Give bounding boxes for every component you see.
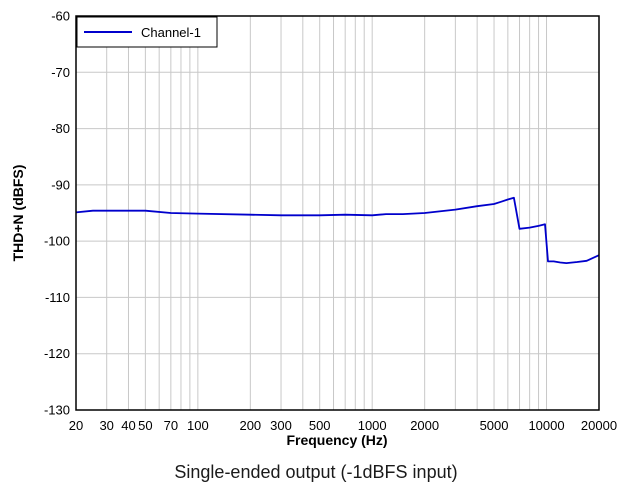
plot-frame xyxy=(75,15,600,411)
legend: Channel-1 xyxy=(76,16,218,48)
x-tick-label: 50 xyxy=(138,418,152,433)
x-tick-label: 200 xyxy=(239,418,261,433)
y-tick-labels: -60 -70 -80 -90 -100 -110 -120 -130 xyxy=(44,9,70,418)
x-tick-label: 1000 xyxy=(358,418,387,433)
plot-background xyxy=(76,16,599,410)
y-axis-title: THD+N (dBFS) xyxy=(10,165,26,262)
x-tick-label: 20 xyxy=(69,418,83,433)
series-line-channel-1 xyxy=(75,196,600,265)
y-tick-label: -100 xyxy=(44,234,70,249)
x-tick-label: 70 xyxy=(164,418,178,433)
y-tick-label: -70 xyxy=(51,65,70,80)
x-tick-label: 300 xyxy=(270,418,292,433)
x-tick-labels: 20 30 40 50 70 100 200 300 500 1000 2000 5000 10000 2… xyxy=(69,418,617,433)
x-tick-label: 20000 xyxy=(581,418,617,433)
x-tick-label: 30 xyxy=(99,418,113,433)
y-tick-label: -130 xyxy=(44,403,70,418)
x-tick-label: 500 xyxy=(309,418,331,433)
y-tick-label: -60 xyxy=(51,9,70,24)
x-tick-label: 100 xyxy=(187,418,209,433)
legend-label: Channel-1 xyxy=(141,25,201,40)
y-tick-label: -90 xyxy=(51,177,70,192)
x-axis-title: Frequency (Hz) xyxy=(286,432,387,448)
figure-caption: Single-ended output (-1dBFS input) xyxy=(174,462,458,482)
y-tick-label: -80 xyxy=(51,121,70,136)
y-tick-label: -120 xyxy=(44,346,70,361)
y-tick-label: -110 xyxy=(45,290,70,305)
chart: 20 30 40 50 70 100 200 300 500 1000 2000 5000 10000 2… xyxy=(10,9,617,449)
grid xyxy=(76,16,599,410)
x-tick-label: 10000 xyxy=(528,418,564,433)
x-tick-label: 40 xyxy=(121,418,135,433)
series-layer xyxy=(75,196,600,265)
x-tick-label: 5000 xyxy=(480,418,509,433)
x-tick-label: 2000 xyxy=(410,418,439,433)
